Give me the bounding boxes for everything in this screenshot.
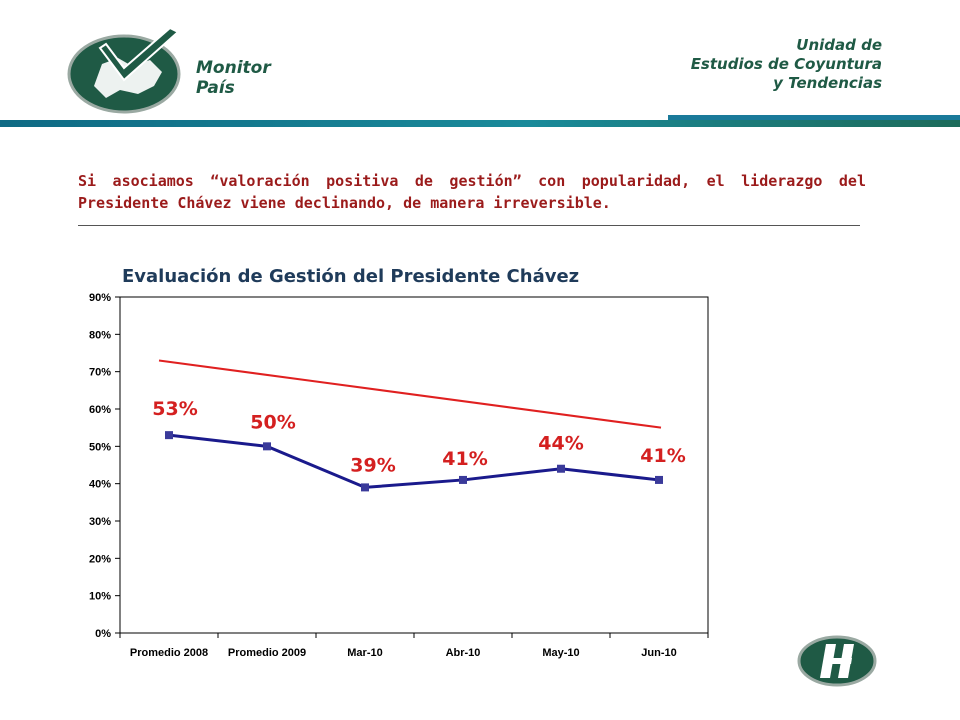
data-label: 44% <box>538 433 583 455</box>
y-tick-label: 40% <box>89 479 111 491</box>
data-label: 50% <box>250 411 295 433</box>
y-tick-label: 50% <box>89 441 111 453</box>
x-tick-label: Promedio 2008 <box>130 647 208 659</box>
unit-line-2: Estudios de Coyuntura <box>690 55 882 73</box>
y-tick-label: 70% <box>89 367 111 379</box>
y-tick-label: 10% <box>89 591 111 603</box>
trend-line <box>158 359 662 429</box>
data-point-marker <box>655 475 663 484</box>
chart-title: Evaluación de Gestión del Presidente Chá… <box>122 266 580 287</box>
data-point-marker <box>361 483 369 492</box>
y-tick-label: 20% <box>89 553 111 565</box>
monitor-pais-logo-icon <box>67 26 181 114</box>
y-tick-label: 30% <box>89 516 111 528</box>
data-label: 53% <box>152 398 197 420</box>
corporate-logo-icon <box>797 635 877 687</box>
x-tick-label: Mar-10 <box>347 647 382 659</box>
data-point-marker <box>263 442 271 451</box>
unit-line-3: y Tendencias <box>773 74 882 92</box>
data-point-marker <box>557 464 565 473</box>
brand-line-2: País <box>196 78 235 98</box>
series-line <box>168 433 660 489</box>
y-tick-label: 60% <box>89 404 111 416</box>
data-label: 41% <box>640 445 685 467</box>
x-tick-label: Jun-10 <box>641 647 676 659</box>
brand-name: Monitor País <box>196 58 271 98</box>
data-point-marker <box>165 431 173 440</box>
data-point-marker <box>459 475 467 484</box>
headline-divider <box>78 225 860 226</box>
unit-line-1: Unidad de <box>796 36 882 54</box>
headline-text: Si asociamos “valoración positiva de ges… <box>78 172 866 212</box>
plot-area-frame <box>119 296 709 634</box>
x-tick-label: May-10 <box>542 647 579 659</box>
header-bar <box>0 120 960 127</box>
unit-name: Unidad de Estudios de Coyuntura y Tenden… <box>691 36 882 93</box>
y-tick-label: 0% <box>95 628 111 640</box>
x-tick-label: Promedio 2009 <box>228 647 306 659</box>
data-label: 39% <box>350 454 395 476</box>
y-tick-label: 90% <box>89 292 111 304</box>
data-label: 41% <box>442 448 487 470</box>
brand-line-1: Monitor <box>196 58 271 78</box>
x-tick-label: Abr-10 <box>446 647 481 659</box>
header-bar-accent <box>668 115 960 120</box>
y-tick-label: 80% <box>89 329 111 341</box>
